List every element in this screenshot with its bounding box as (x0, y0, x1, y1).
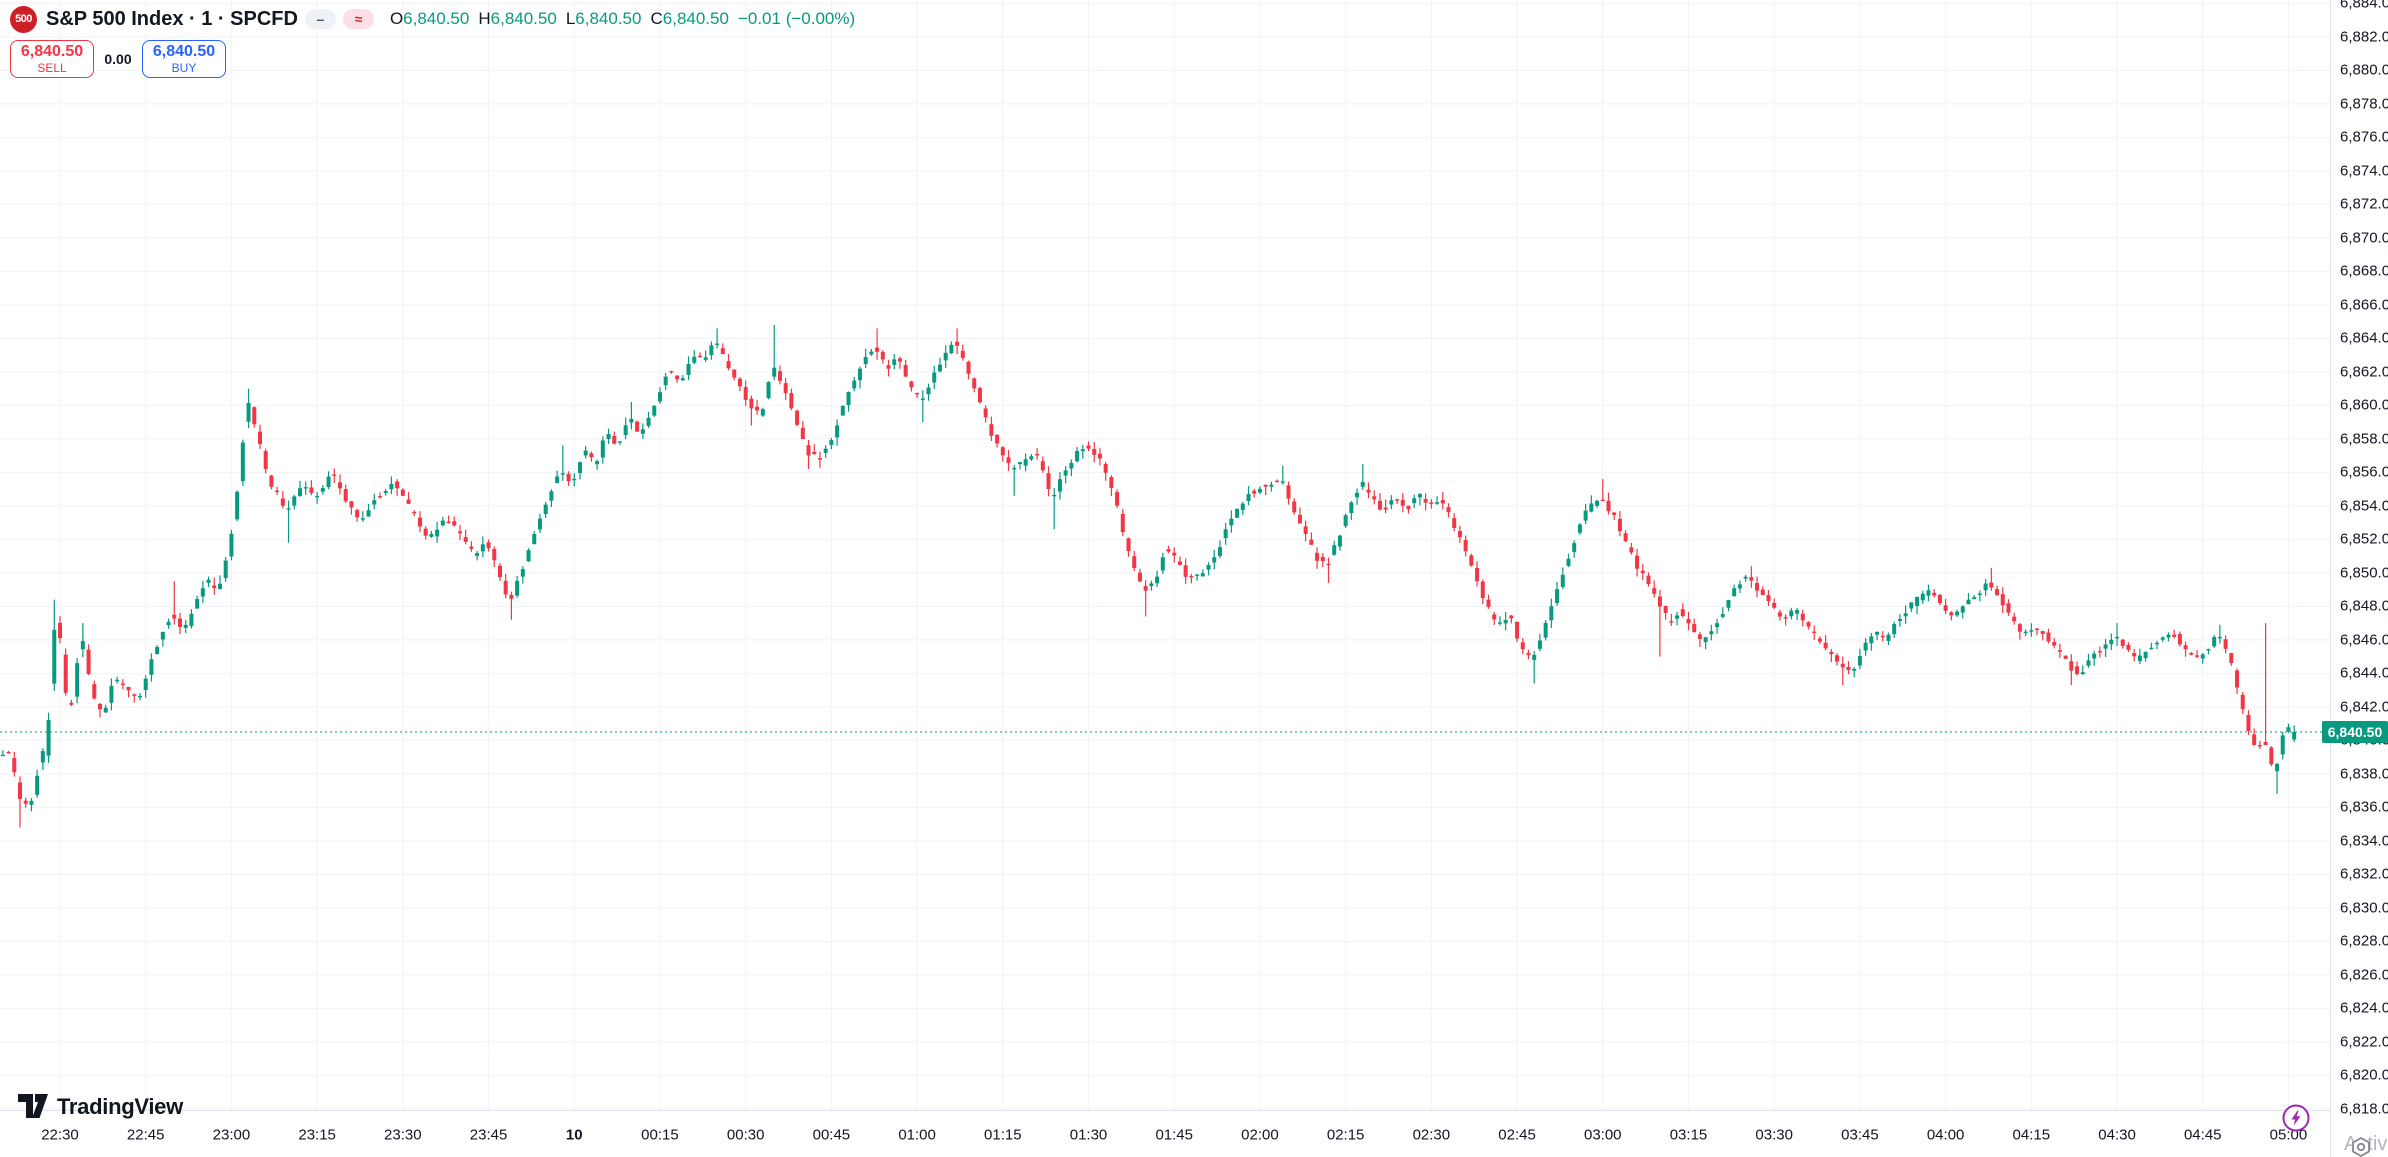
low-value: 6,840.50 (575, 9, 642, 28)
close-label: C (650, 9, 663, 28)
candlestick-plot[interactable] (0, 0, 2330, 1110)
open-value: 6,840.50 (403, 9, 470, 28)
change-value: −0.01 (−0.00%) (737, 9, 856, 28)
price-tick-label: 6,872.00 (2340, 195, 2388, 213)
tradingview-logo[interactable]: TradingView (18, 1094, 183, 1120)
time-axis[interactable]: 22:30 22:45 23:00 23:15 23:30 23:45 10 00:15 00:… (0, 1110, 2330, 1157)
tradingview-logo-text: TradingView (57, 1094, 183, 1119)
price-tick-label: 6,846.00 (2340, 631, 2388, 649)
time-tick-label: 00:15 (641, 1126, 679, 1143)
time-tick-label: 01:45 (1155, 1126, 1193, 1143)
time-tick-label: 04:15 (2012, 1126, 2051, 1143)
time-tick-label: 23:15 (298, 1126, 336, 1143)
time-tick-label: 10 (565, 1126, 583, 1143)
time-tick-label: 02:00 (1241, 1126, 1279, 1143)
nut-icon (2352, 1136, 2370, 1157)
price-tick-label: 6,858.00 (2340, 430, 2388, 448)
price-tick-label: 6,876.00 (2340, 128, 2388, 146)
time-tick-label: 00:30 (726, 1126, 765, 1143)
price-tick-label: 6,878.00 (2340, 95, 2388, 113)
low-label: L (565, 9, 576, 28)
time-tick-label: 22:45 (126, 1126, 165, 1143)
high-label: H (478, 9, 491, 28)
sp500-logo-icon[interactable]: 500 (10, 5, 37, 33)
price-tick-label: 6,830.00 (2340, 899, 2388, 917)
time-tick-label: 23:45 (469, 1126, 508, 1143)
price-tick-label: 6,834.00 (2340, 832, 2388, 850)
time-tick-label: 00:45 (812, 1126, 851, 1143)
price-axis[interactable]: 6,884.00 6,882.00 6,880.00 6,878.00 6,876.00… (2322, 0, 2388, 1157)
time-tick-label: 03:45 (1841, 1126, 1879, 1143)
price-tick-label: 6,838.00 (2340, 765, 2388, 783)
time-tick-label: 04:30 (2098, 1126, 2136, 1143)
price-tick-label: 6,842.00 (2340, 698, 2388, 716)
time-tick-label: 03:15 (1669, 1126, 1708, 1143)
price-tick-label: 6,818.00 (2340, 1100, 2388, 1118)
price-tick-label: 6,844.00 (2340, 664, 2388, 682)
time-tick-label: 01:30 (1069, 1126, 1108, 1143)
current-price-tag: 6,840.50 (2322, 721, 2388, 743)
price-tick-label: 6,880.00 (2340, 61, 2388, 79)
time-tick-label: 02:45 (1498, 1126, 1536, 1143)
time-tick-label: 04:45 (2183, 1126, 2222, 1143)
price-tick-label: 6,874.00 (2340, 162, 2388, 180)
ohlc-values: O 6,840.50 H 6,840.50 L 6,840.50 C 6,840.50 … (390, 9, 855, 29)
price-tick-label: 6,852.00 (2340, 530, 2388, 548)
price-tick-label: 6,850.00 (2340, 564, 2388, 582)
time-tick-label: 04:00 (1926, 1126, 1965, 1143)
time-tick-label: 22:30 (41, 1126, 79, 1143)
price-tick-label: 6,848.00 (2340, 597, 2388, 615)
price-tick-label: 6,824.00 (2340, 999, 2388, 1017)
price-tick-label: 6,864.00 (2340, 329, 2388, 347)
price-tick-label: 6,884.00 (2340, 0, 2388, 12)
instant-order-lightning-icon[interactable] (2281, 1103, 2311, 1133)
price-tick-label: 6,866.00 (2340, 296, 2388, 314)
approx-values-icon[interactable]: ≈ (342, 9, 374, 29)
time-tick-label: 23:30 (384, 1126, 422, 1143)
market-closed-icon[interactable]: – (304, 9, 336, 29)
price-tick-label: 6,828.00 (2340, 932, 2388, 950)
time-tick-label: 01:15 (984, 1126, 1022, 1143)
symbol-header: 500 S&P 500 Index · 1 · SPCFD – ≈ O 6,840… (10, 4, 855, 78)
time-tick-label: 02:15 (1326, 1126, 1365, 1143)
price-tick-label: 6,870.00 (2340, 229, 2388, 247)
price-tick-label: 6,856.00 (2340, 463, 2388, 481)
price-tick-label: 6,882.00 (2340, 28, 2388, 46)
price-tick-label: 6,826.00 (2340, 966, 2388, 984)
open-label: O (389, 9, 404, 28)
time-tick-label: 02:30 (1412, 1126, 1451, 1143)
price-tick-label: 6,836.00 (2340, 798, 2388, 816)
price-tick-label: 6,854.00 (2340, 497, 2388, 515)
price-tick-label: 6,868.00 (2340, 262, 2388, 280)
price-tick-label: 6,822.00 (2340, 1033, 2388, 1051)
close-value: 6,840.50 (662, 9, 729, 28)
buy-price: 6,840.50 (152, 43, 216, 61)
buy-button[interactable]: 6,840.50 BUY (142, 40, 226, 78)
spread-value: 0.00 (104, 51, 132, 67)
trade-panel: 6,840.50 SELL 0.00 6,840.50 BUY (10, 40, 855, 78)
symbol-row: 500 S&P 500 Index · 1 · SPCFD – ≈ O 6,840… (10, 4, 855, 34)
time-tick-label: 03:00 (1583, 1126, 1622, 1143)
buy-label: BUY (171, 60, 197, 75)
time-tick-label: 03:30 (1755, 1126, 1793, 1143)
price-tick-label: 6,820.00 (2340, 1066, 2388, 1084)
sell-price: 6,840.50 (20, 43, 84, 61)
time-tick-label: 23:00 (212, 1126, 251, 1143)
sell-label: SELL (37, 60, 67, 75)
price-tick-label: 6,832.00 (2340, 865, 2388, 883)
price-tick-label: 6,860.00 (2340, 396, 2388, 414)
time-tick-label: 01:00 (898, 1126, 936, 1143)
tradingview-logo-icon (18, 1094, 48, 1118)
high-value: 6,840.50 (490, 9, 557, 28)
symbol-title[interactable]: S&P 500 Index · 1 · SPCFD (46, 7, 298, 30)
price-tick-label: 6,862.00 (2340, 363, 2388, 381)
sell-button[interactable]: 6,840.50 SELL (10, 40, 94, 78)
